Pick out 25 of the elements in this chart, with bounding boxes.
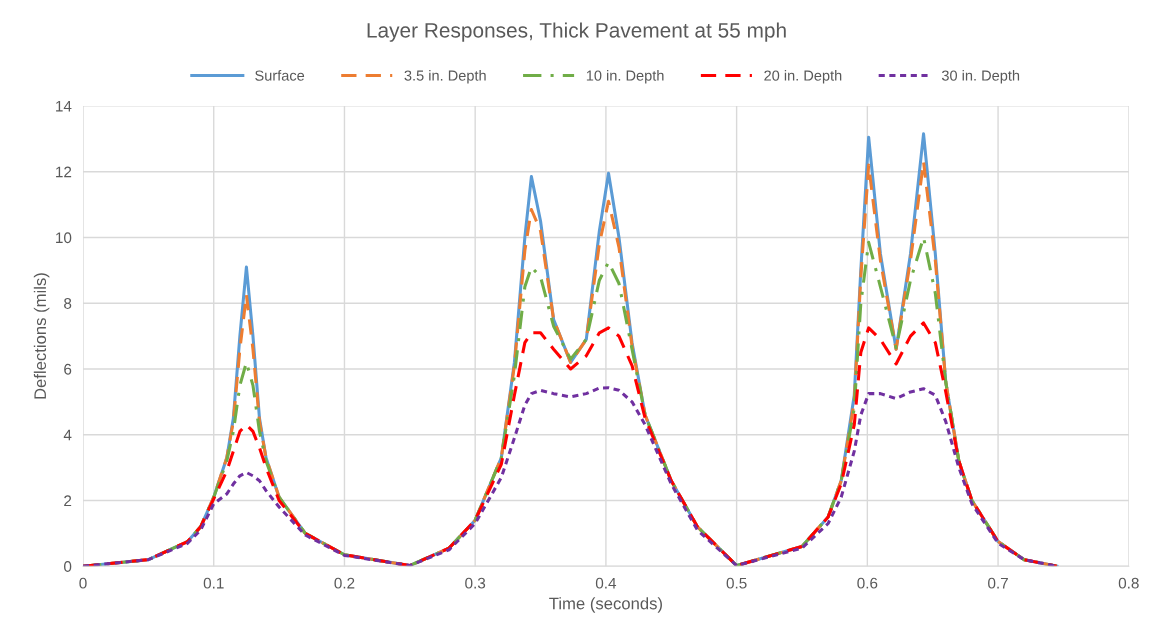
x-axis-title: Time (seconds)	[549, 597, 662, 613]
legend-label: Surface	[255, 70, 305, 81]
x-tick-label: 0.3	[465, 577, 486, 589]
x-tick-label: 0.5	[726, 577, 747, 589]
legend-label: 3.5 in. Depth	[404, 70, 486, 84]
y-tick-label: 14	[56, 100, 72, 112]
x-tick-label: 0.1	[203, 577, 224, 589]
y-tick-label: 12	[56, 166, 72, 178]
chart-title: Layer Responses, Thick Pavement at 55 mph	[367, 22, 786, 42]
y-tick-label: 2	[64, 495, 72, 507]
legend-label: 10 in. Depth	[586, 70, 664, 84]
y-tick-label: 0	[64, 561, 72, 572]
x-tick-label: 0.7	[988, 577, 1008, 589]
y-tick-label: 8	[64, 298, 72, 309]
y-tick-label: 4	[63, 429, 72, 441]
x-tick-label: 0.8	[1118, 577, 1139, 589]
legend-label: 30 in. Depth	[941, 70, 1020, 84]
x-tick-label: 0.4	[595, 577, 617, 589]
y-axis-title: Deflections (mils)	[33, 273, 50, 399]
x-tick-label: 0	[79, 577, 87, 589]
x-tick-label: 0.6	[857, 577, 878, 589]
y-tick-label: 6	[64, 363, 72, 375]
legend-label: 20 in. Depth	[764, 70, 842, 84]
x-tick-label: 0.2	[334, 577, 355, 589]
y-tick-label: 10	[56, 232, 72, 244]
